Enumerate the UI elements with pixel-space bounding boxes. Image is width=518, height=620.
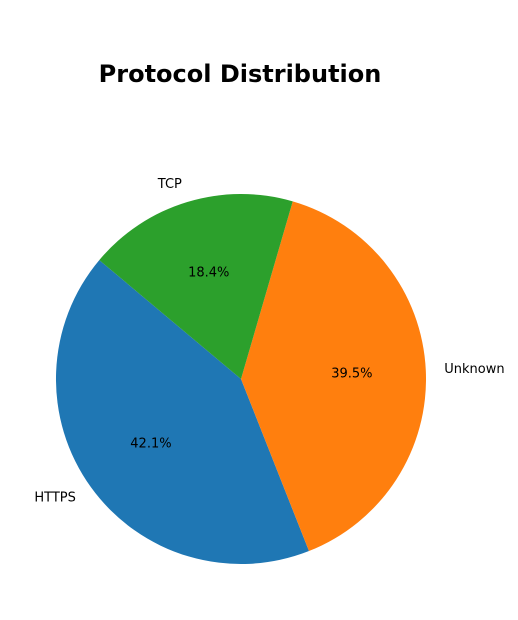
pie-labels: 42.1% HTTPS 39.5% Unknown 18.4% TCP	[34, 177, 504, 506]
slice-label-https: HTTPS	[34, 490, 76, 505]
pie-slice-unknown	[241, 201, 427, 552]
pie-slice-tcp	[99, 193, 293, 379]
chart-title: Protocol Distribution	[98, 60, 382, 88]
slice-label-tcp: TCP	[157, 177, 182, 192]
pie-slices	[55, 193, 427, 565]
pie-slice-https	[55, 260, 309, 565]
pct-label-https: 42.1%	[130, 436, 171, 451]
pct-label-unknown: 39.5%	[331, 366, 372, 381]
pct-label-tcp: 18.4%	[188, 265, 229, 280]
slice-label-unknown: Unknown	[444, 362, 504, 377]
